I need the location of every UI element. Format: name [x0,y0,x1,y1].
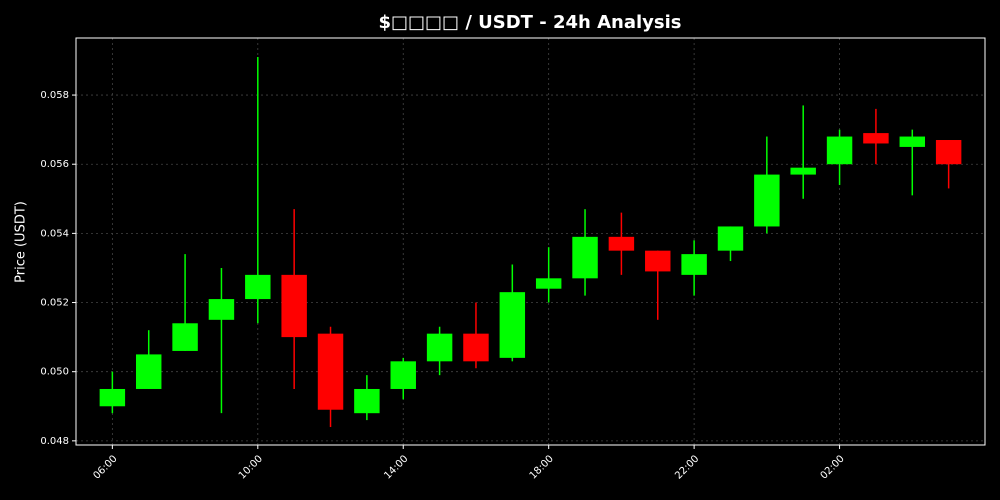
candle-body [790,167,816,175]
candle-body [717,226,744,251]
candle-body [681,254,707,275]
plot-frame [75,37,986,446]
candle-body [608,236,635,251]
candle-body [463,333,489,362]
candle-body [535,278,562,289]
candle-body [899,136,926,147]
candle-body [245,274,271,300]
candle-body [499,292,526,358]
candle-body [572,236,598,279]
y-axis-label: Price (USDT) [14,201,29,283]
candle-body [281,274,307,338]
candle-body [99,388,126,407]
candle-body [935,140,962,165]
candle-body [135,354,162,389]
y-tick-label: 0.056 [40,159,69,170]
y-tick-label: 0.058 [40,90,69,101]
candle-body [426,333,453,362]
chart-title: $□□□□ / USDT - 24h Analysis [379,12,682,33]
candle-body [863,133,889,144]
candle-body [754,174,780,227]
candle-body [354,388,380,414]
candle-body [390,361,416,389]
candle-body [645,250,671,272]
y-tick-label: 0.050 [40,367,69,378]
candle-body [172,323,198,351]
y-tick-label: 0.052 [40,298,69,309]
candle-body [826,136,853,165]
y-tick-label: 0.048 [40,436,69,447]
candle-body [208,299,235,320]
candle-body [317,333,344,410]
y-tick-label: 0.054 [40,228,69,239]
